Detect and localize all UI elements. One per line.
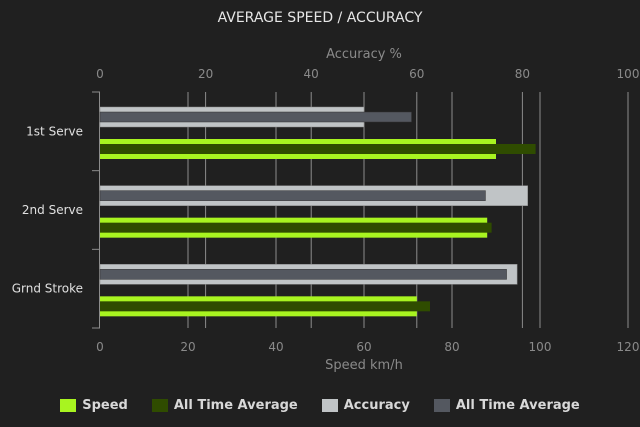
bar-accuracy-average [99, 190, 486, 201]
bar-speed-average [100, 222, 492, 233]
top-tick-label: 40 [304, 67, 319, 81]
top-tick-label: 80 [515, 67, 530, 81]
legend-item[interactable]: All Time Average [151, 398, 298, 413]
bottom-tick-label: 120 [617, 340, 640, 354]
legend-swatch [60, 399, 77, 412]
legend-swatch [151, 399, 168, 412]
top-tick-label: 60 [409, 67, 424, 81]
legend-label: All Time Average [455, 398, 580, 413]
category-label: Grnd Stroke [12, 282, 83, 296]
bottom-tick-label: 0 [96, 340, 104, 354]
category-label: 2nd Serve [22, 203, 83, 217]
top-tick-label: 100 [617, 67, 640, 81]
legend-item[interactable]: All Time Average [433, 398, 580, 413]
bar-speed-average [100, 144, 536, 154]
bottom-axis-label: Speed km/h [325, 358, 403, 373]
bar-speed-average [100, 301, 430, 312]
legend-item[interactable]: Accuracy [321, 398, 410, 413]
legend: Speed All Time Average Accuracy All Time Av… [0, 398, 640, 413]
legend-swatch [321, 399, 338, 412]
legend-item[interactable]: Speed [60, 398, 128, 413]
legend-label: Speed [82, 398, 128, 413]
category-label: 1st Serve [26, 124, 83, 138]
legend-label: All Time Average [173, 398, 298, 413]
bar-accuracy-average [99, 269, 507, 280]
legend-swatch [433, 399, 450, 412]
chart-title: AVERAGE SPEED / ACCURACY [218, 10, 423, 26]
legend-label: Accuracy [343, 398, 410, 413]
top-tick-label: 20 [198, 67, 213, 81]
bar-accuracy-average [99, 111, 412, 123]
bottom-tick-label: 100 [529, 340, 552, 354]
bottom-tick-label: 40 [268, 340, 283, 354]
bottom-tick-label: 80 [444, 340, 459, 354]
top-axis-label: Accuracy % [326, 47, 402, 62]
bar-chart: AVERAGE SPEED / ACCURACY Accuracy % Spee… [12, 10, 640, 373]
top-tick-label: 0 [96, 67, 104, 81]
bottom-tick-label: 60 [356, 340, 371, 354]
bottom-tick-label: 20 [180, 340, 195, 354]
